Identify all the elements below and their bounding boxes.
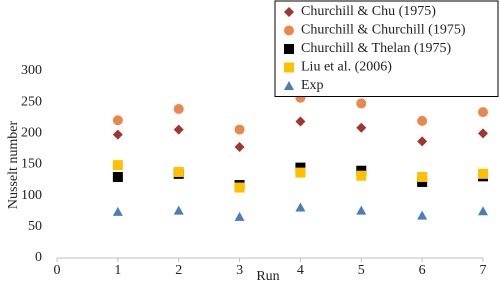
x-axis-label: Run (256, 269, 279, 283)
y-tick-label: 250 (21, 94, 42, 109)
point (356, 170, 367, 181)
point (478, 128, 488, 139)
point (112, 171, 123, 182)
legend-label: Liu et al. (2006) (301, 60, 392, 75)
point (356, 98, 367, 109)
point (112, 115, 123, 126)
point (478, 206, 488, 216)
legend-label: Churchill & Churchill (1975) (301, 23, 466, 38)
x-tick-label: 0 (54, 263, 61, 278)
point (478, 107, 488, 118)
legend-marker (284, 25, 294, 36)
point (417, 171, 428, 182)
point (417, 115, 428, 126)
point (295, 167, 306, 178)
legend-label: Churchill & Thelan (1975) (301, 41, 452, 56)
point (112, 129, 123, 140)
point (234, 211, 245, 221)
legend-marker (284, 81, 294, 90)
x-tick-label: 1 (114, 263, 121, 278)
point (173, 166, 184, 177)
point (112, 160, 123, 171)
point (173, 205, 184, 215)
legend-marker (284, 7, 294, 17)
point (112, 206, 123, 216)
y-tick-label: 200 (21, 126, 42, 141)
x-tick-label: 3 (236, 263, 243, 278)
point (234, 142, 245, 153)
legend-marker (284, 62, 294, 73)
x-tick-label: 5 (358, 263, 365, 278)
point (173, 124, 184, 135)
point (356, 205, 367, 215)
point (417, 210, 428, 220)
y-tick-label: 300 (21, 63, 42, 78)
point (417, 136, 428, 147)
y-tick-label: 150 (21, 157, 42, 172)
x-tick-label: 6 (419, 263, 426, 278)
y-tick-label: 0 (35, 250, 42, 265)
point (234, 182, 245, 193)
point (295, 202, 306, 212)
y-tick-label: 50 (28, 219, 42, 234)
point (295, 116, 306, 127)
point (478, 168, 488, 179)
point (234, 124, 245, 135)
y-axis-label: Nusselt number (6, 121, 21, 210)
point (173, 104, 184, 115)
legend-box (274, 0, 499, 97)
legend-label: Churchill & Chu (1975) (301, 4, 436, 19)
y-tick-label: 100 (21, 188, 42, 203)
x-tick-label: 2 (175, 263, 182, 278)
legend-marker (284, 44, 294, 54)
x-tick-label: 7 (480, 263, 487, 278)
legend-label: Exp (301, 78, 324, 93)
x-tick-label: 4 (297, 263, 304, 278)
point (356, 122, 367, 133)
